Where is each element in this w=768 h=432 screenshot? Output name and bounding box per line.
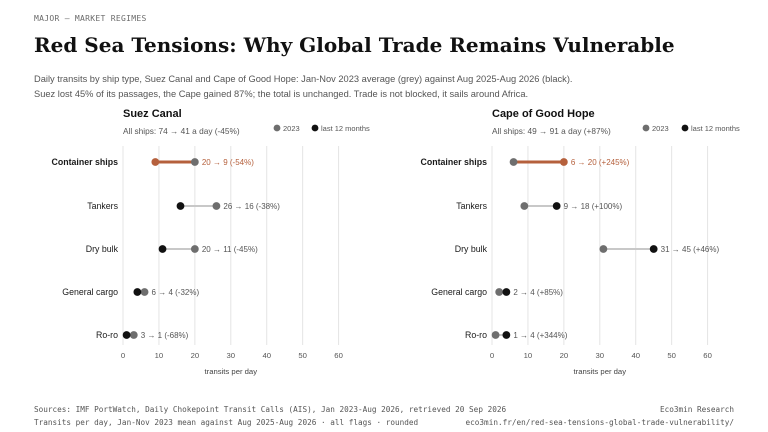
- data-label-cape: 31 → 45 (+46%): [661, 245, 720, 254]
- point-recent-suez: [133, 288, 142, 296]
- data-label-cape: 1 → 4 (+344%): [513, 331, 567, 340]
- footer-method: Transits per day, Jan-Nov 2023 mean agai…: [34, 418, 419, 427]
- category-label-suez: Container ships: [52, 157, 119, 167]
- point-2023-suez: [212, 202, 221, 210]
- footer-brand: Eco3min Research: [659, 405, 734, 414]
- point-2023-suez: [129, 331, 138, 339]
- panel-subtitle-cape: All ships: 49 → 91 a day (+87%): [492, 126, 611, 136]
- subtitle-line-1: Daily transits by ship type, Suez Canal …: [34, 74, 573, 84]
- legend-label-2023-suez: 2023: [283, 124, 300, 133]
- data-label-suez: 20 → 11 (-45%): [202, 245, 258, 254]
- panel-subtitle-suez: All ships: 74 → 41 a day (-45%): [123, 126, 240, 136]
- data-label-suez: 26 → 16 (-38%): [223, 202, 280, 211]
- footer-url[interactable]: eco3min.fr/en/red-sea-tensions-global-tr…: [466, 418, 734, 427]
- legend-label-recent-suez: last 12 months: [321, 124, 370, 133]
- x-tick-label-suez: 30: [227, 351, 236, 360]
- data-label-suez: 20 → 9 (-54%): [202, 158, 254, 167]
- point-2023-suez: [190, 245, 199, 253]
- point-2023-cape: [599, 245, 608, 253]
- x-tick-label-cape: 50: [667, 351, 676, 360]
- x-tick-label-suez: 40: [262, 351, 271, 360]
- x-tick-label-suez: 20: [191, 351, 200, 360]
- point-2023-suez: [140, 288, 149, 296]
- point-recent-cape: [559, 158, 568, 166]
- point-recent-suez: [122, 331, 131, 339]
- legend-marker-recent-suez: [311, 124, 319, 132]
- category-label-suez: Tankers: [87, 201, 118, 211]
- legend-marker-recent-cape: [681, 124, 689, 132]
- category-label-cape: Dry bulk: [455, 244, 488, 254]
- category-label-cape: Ro-ro: [465, 330, 487, 340]
- category-label-suez: Dry bulk: [86, 244, 119, 254]
- point-2023-cape: [491, 331, 500, 339]
- legend-label-recent-cape: last 12 months: [691, 124, 740, 133]
- x-axis-label-suez: transits per day: [205, 367, 258, 376]
- data-label-cape: 6 → 20 (+245%): [571, 158, 630, 167]
- data-label-suez: 6 → 4 (-32%): [152, 288, 200, 297]
- x-tick-label-cape: 30: [596, 351, 605, 360]
- data-label-cape: 2 → 4 (+85%): [513, 288, 563, 297]
- footer-url-text[interactable]: eco3min.fr/en/red-sea-tensions-global-tr…: [465, 418, 734, 427]
- subtitle-line-2: Suez lost 45% of its passages, the Cape …: [34, 89, 529, 99]
- legend-label-2023-cape: 2023: [652, 124, 669, 133]
- point-recent-suez: [176, 202, 185, 210]
- panel-title-cape: Cape of Good Hope: [492, 108, 595, 120]
- point-recent-suez: [151, 158, 160, 166]
- panel-title-suez: Suez Canal: [123, 108, 182, 120]
- x-tick-label-suez: 50: [298, 351, 307, 360]
- kicker: MAJOR – MARKET REGIMES: [34, 14, 147, 23]
- point-recent-suez: [158, 245, 167, 253]
- x-tick-label-suez: 0: [121, 351, 125, 360]
- x-tick-label-cape: 20: [560, 351, 569, 360]
- data-label-cape: 9 → 18 (+100%): [564, 202, 623, 211]
- point-recent-cape: [649, 245, 658, 253]
- point-2023-suez: [190, 158, 199, 166]
- page-title: Red Sea Tensions: Why Global Trade Remai…: [34, 33, 675, 57]
- category-label-cape: Container ships: [421, 157, 488, 167]
- category-label-cape: Tankers: [456, 201, 487, 211]
- point-2023-cape: [495, 288, 504, 296]
- category-label-suez: General cargo: [62, 287, 118, 297]
- point-2023-cape: [509, 158, 518, 166]
- point-recent-cape: [502, 331, 511, 339]
- point-2023-cape: [520, 202, 529, 210]
- x-tick-label-suez: 10: [155, 351, 164, 360]
- point-recent-cape: [502, 288, 511, 296]
- data-label-suez: 3 → 1 (-68%): [141, 331, 189, 340]
- category-label-suez: Ro-ro: [96, 330, 118, 340]
- footer-source: Sources: IMF PortWatch, Daily Chokepoint…: [34, 405, 507, 414]
- point-recent-cape: [552, 202, 561, 210]
- x-tick-label-cape: 40: [631, 351, 640, 360]
- legend-marker-2023-suez: [273, 124, 281, 132]
- x-tick-label-suez: 60: [334, 351, 343, 360]
- x-tick-label-cape: 10: [524, 351, 533, 360]
- x-tick-label-cape: 60: [703, 351, 712, 360]
- legend-marker-2023-cape: [642, 124, 650, 132]
- x-axis-label-cape: transits per day: [574, 367, 627, 376]
- category-label-cape: General cargo: [431, 287, 487, 297]
- x-tick-label-cape: 0: [490, 351, 494, 360]
